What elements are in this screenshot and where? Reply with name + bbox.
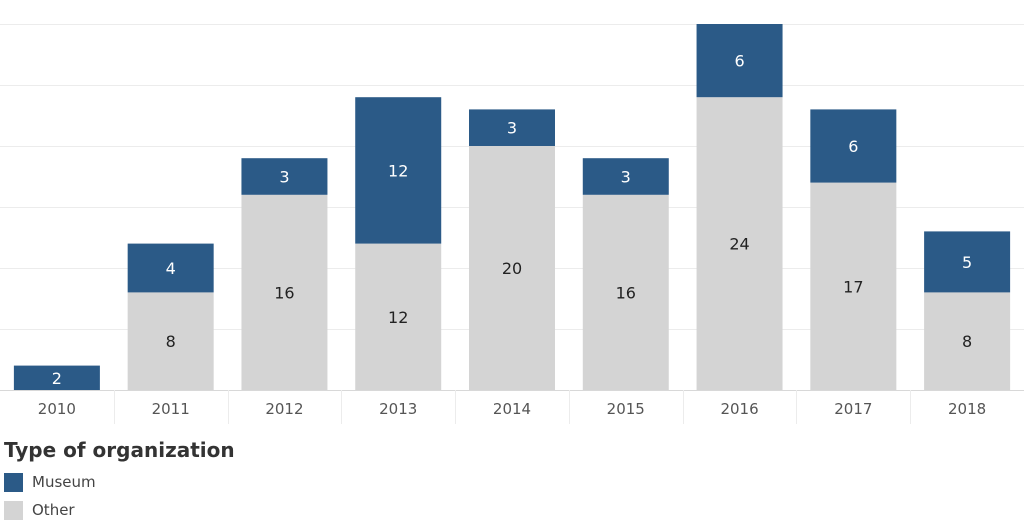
bar-museum-2014	[469, 109, 555, 146]
data-label-museum-2017: 6	[848, 137, 858, 156]
legend-title: Type of organization	[4, 438, 235, 462]
stacked-bar-chart: 2 8 4 16 3 12 12 20 3 16 3 24 6 17 6 8 5 2010 2011 2012 2013…	[0, 24, 1024, 424]
data-label-museum-2018: 5	[962, 253, 972, 272]
bar-museum-2010	[13, 365, 100, 390]
legend-swatch-museum	[4, 472, 23, 492]
data-label-other-2016: 24	[729, 235, 749, 254]
bar-museum-2017	[810, 109, 897, 183]
x-tick-label-2016: 2016	[720, 400, 758, 418]
x-tick-label-2013: 2013	[379, 400, 417, 418]
data-label-museum-2012: 3	[279, 168, 289, 187]
bar-other-2015	[582, 194, 669, 390]
data-label-museum-2016: 6	[734, 52, 744, 71]
data-label-other-2013: 12	[388, 308, 408, 327]
x-tick-label-2018: 2018	[948, 400, 986, 418]
bar-other-2018	[924, 292, 1011, 390]
data-label-other-2012: 16	[274, 283, 294, 302]
legend-label-other: Other	[32, 501, 75, 519]
bar-museum-2018	[924, 231, 1011, 293]
bar-museum-2013	[355, 97, 442, 244]
x-tick-label-2017: 2017	[834, 400, 872, 418]
data-label-other-2018: 8	[962, 332, 972, 351]
data-label-museum-2010: 2	[52, 369, 62, 388]
x-tick-label-2012: 2012	[265, 400, 303, 418]
data-label-museum-2013: 12	[388, 161, 408, 180]
legend-swatch-other	[4, 500, 23, 520]
legend: Type of organization Museum Other	[4, 438, 235, 524]
bar-other-2016	[696, 97, 783, 390]
data-label-museum-2014: 3	[507, 119, 517, 138]
x-tick-label-2015: 2015	[607, 400, 645, 418]
data-label-other-2014: 20	[502, 259, 522, 278]
x-tick-label-2014: 2014	[493, 400, 531, 418]
bar-museum-2011	[127, 243, 214, 293]
data-label-other-2017: 17	[843, 277, 863, 296]
legend-label-museum: Museum	[32, 473, 96, 491]
bar-museum-2015	[582, 158, 669, 195]
data-label-other-2011: 8	[166, 332, 176, 351]
x-tick-label-2011: 2011	[152, 400, 190, 418]
data-label-museum-2015: 3	[621, 168, 631, 187]
bar-other-2017	[810, 182, 897, 390]
data-label-museum-2011: 4	[166, 259, 176, 278]
legend-item-other[interactable]: Other	[4, 496, 235, 524]
bar-other-2013	[355, 243, 442, 390]
bar-other-2014	[469, 146, 555, 390]
bar-museum-2012	[241, 158, 328, 195]
data-label-other-2015: 16	[616, 283, 636, 302]
x-tick-label-2010: 2010	[38, 400, 76, 418]
legend-item-museum[interactable]: Museum	[4, 468, 235, 496]
bar-other-2011	[127, 292, 214, 390]
bar-other-2012	[241, 194, 328, 390]
bar-museum-2016	[696, 24, 783, 98]
